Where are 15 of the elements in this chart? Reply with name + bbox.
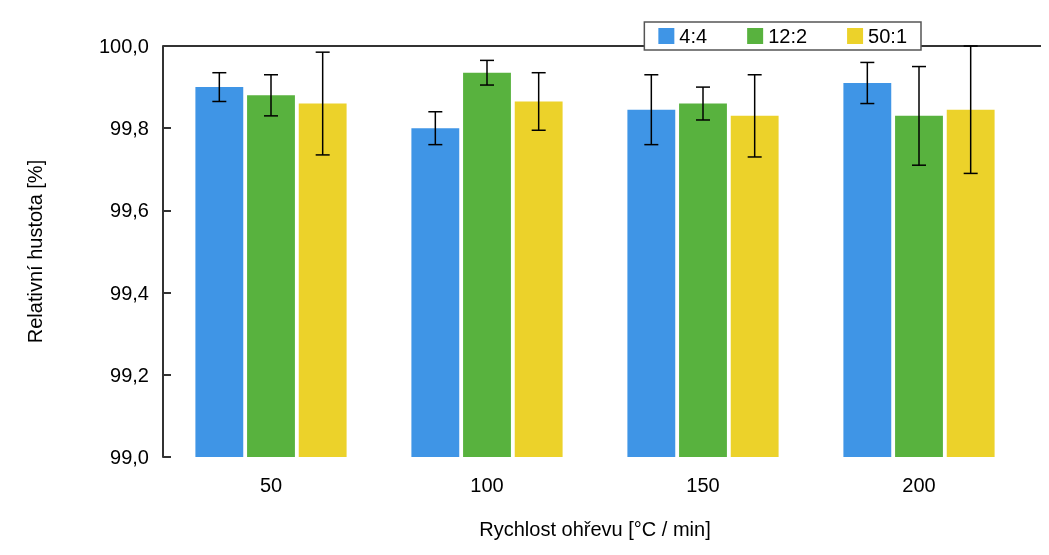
legend-label: 4:4 — [679, 25, 708, 47]
x-tick-label: 200 — [902, 474, 936, 496]
y-tick-label: 99,8 — [110, 117, 149, 140]
y-tick-label: 99,2 — [110, 363, 149, 386]
legend-label: 50:1 — [868, 25, 908, 47]
y-axis-title: Relativní hustota [%] — [24, 159, 46, 344]
x-axis-title: Rychlost ohřevu [°C / min] — [479, 518, 711, 540]
y-tick-label: 99,0 — [110, 446, 149, 468]
y-tick-label: 99,4 — [110, 281, 149, 304]
x-tick-label: 150 — [686, 474, 720, 496]
y-tick-label: 99,6 — [110, 199, 149, 222]
x-tick-label: 100 — [470, 474, 504, 496]
legend-label: 12:2 — [768, 25, 808, 47]
y-tick-label: 100,0 — [98, 35, 149, 57]
x-tick-label: 50 — [259, 474, 283, 496]
